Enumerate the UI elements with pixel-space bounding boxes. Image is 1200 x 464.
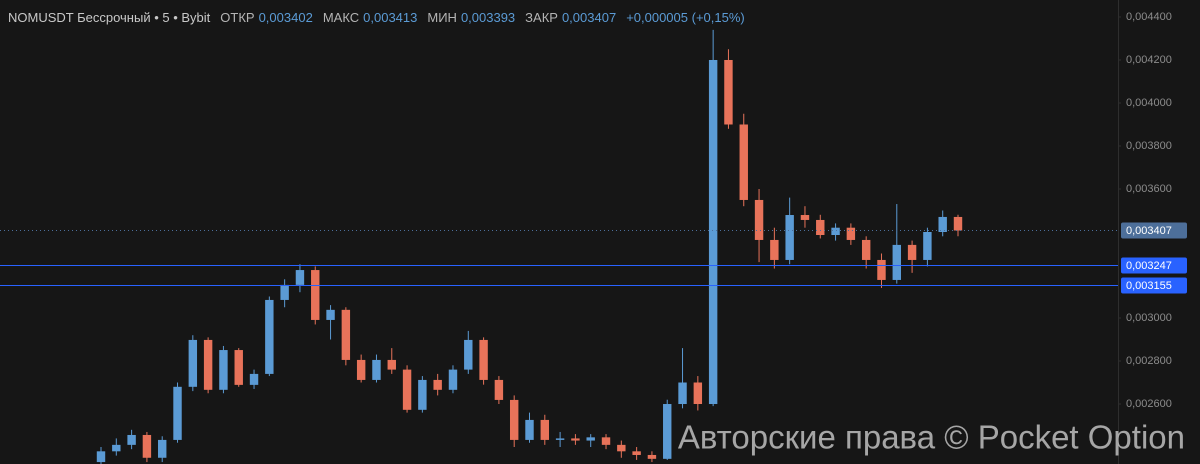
candle-body	[586, 437, 595, 441]
candle-body	[341, 309, 351, 360]
candle-body	[96, 451, 106, 463]
ohlc-key: ОТКР	[220, 10, 255, 25]
candle-body	[923, 232, 932, 260]
y-tick-label: 0,004000	[1126, 97, 1172, 109]
candle-body	[112, 444, 121, 452]
candle-body	[127, 434, 136, 445]
candle-body	[540, 419, 550, 440]
candle-body	[800, 215, 810, 220]
candle-body	[754, 199, 764, 240]
candle-body	[448, 369, 458, 390]
candle-body	[356, 359, 366, 380]
candle-body	[173, 386, 182, 440]
y-tick-label: 0,002600	[1126, 398, 1172, 410]
candle-body	[479, 339, 488, 380]
candle-body	[632, 451, 641, 455]
candle-body	[693, 382, 703, 405]
ohlc-value: 0,003407	[561, 10, 617, 25]
candle-body	[433, 379, 442, 390]
price-label: 0,003247	[1126, 260, 1172, 272]
price-label-box	[1121, 277, 1187, 294]
ohlc-value: 0,003402	[258, 10, 313, 25]
candle-body	[708, 59, 718, 405]
watermark: Авторские права © Pocket Option	[678, 419, 1185, 456]
candle-body	[571, 438, 580, 441]
candle-body	[953, 216, 963, 231]
candle-body	[464, 339, 473, 370]
plot	[0, 29, 1118, 464]
candle-body	[311, 270, 320, 320]
candle-body	[601, 437, 611, 445]
candle-body	[387, 359, 396, 370]
candle-body	[494, 379, 504, 400]
candle-body	[265, 299, 274, 374]
candle-body	[877, 259, 886, 280]
candle-body	[846, 227, 856, 240]
ohlc-value: 0,003413	[363, 10, 418, 25]
candle-body	[724, 59, 733, 125]
candle-body	[418, 379, 427, 410]
candle-body	[785, 215, 794, 260]
price-label-box	[1121, 222, 1187, 239]
candle-body	[816, 219, 825, 236]
y-tick-label: 0,003600	[1126, 183, 1172, 195]
symbol-title: NOMUSDT Бессрочный • 5 • Bybit	[8, 10, 211, 25]
candle-body	[188, 339, 198, 387]
candle-body	[525, 419, 534, 440]
y-axis: 0,004400 0,004200 0,004000 0,003800 0,003600…	[1118, 11, 1187, 410]
candle-body	[647, 454, 657, 459]
candle-body	[663, 404, 672, 459]
y-tick-label: 0,003800	[1126, 140, 1172, 152]
candle-body	[861, 239, 871, 260]
candle-body	[372, 359, 381, 380]
candle-body	[219, 350, 228, 390]
change-value: +0,000005 (+0,15%)	[626, 10, 745, 25]
candle-body	[142, 434, 152, 458]
candle-body	[770, 239, 779, 260]
candle-body	[509, 399, 519, 440]
ohlc-key: МИН	[427, 10, 457, 25]
price-label: 0,003407	[1126, 225, 1172, 237]
y-tick-label: 0,002800	[1126, 355, 1172, 367]
candle-body	[617, 444, 626, 452]
candle-body	[555, 438, 565, 440]
y-tick-label: 0,003000	[1126, 312, 1172, 324]
header: NOMUSDT Бессрочный • 5 • Bybit ОТКР 0,003…	[8, 10, 745, 25]
y-tick-label: 0,004200	[1126, 54, 1172, 66]
ohlc-value: 0,003393	[460, 10, 516, 25]
price-label: 0,003155	[1126, 280, 1172, 292]
candle-body	[892, 244, 901, 280]
candle-body	[831, 227, 840, 236]
candle-body	[249, 373, 259, 385]
candle-body	[938, 216, 947, 232]
candle-body	[280, 284, 289, 300]
candle-body	[295, 270, 305, 285]
candle-body	[678, 382, 687, 405]
candle-body	[739, 124, 748, 200]
ohlc-key: ЗАКР	[525, 10, 558, 25]
candle-body	[402, 369, 412, 410]
candle-body	[203, 339, 213, 390]
y-tick-label: 0,004400	[1126, 11, 1172, 23]
candle-body	[907, 244, 917, 260]
price-label-box	[1121, 257, 1187, 274]
candle-body	[234, 350, 243, 385]
candle-body	[326, 309, 335, 320]
ohlc-key: МАКС	[322, 10, 360, 25]
candle-body	[158, 439, 167, 458]
